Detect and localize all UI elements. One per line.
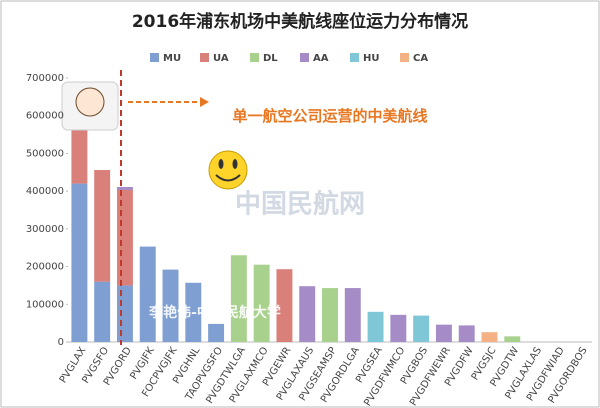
bar [116,285,133,342]
bar [253,264,270,342]
legend-swatch [300,53,309,62]
chart-title: 2016年浦东机场中美航线座位运力分布情况 [132,11,468,32]
legend-swatch [250,53,259,62]
bar [116,190,133,286]
bar [276,269,293,342]
legend-label: HU [363,53,380,64]
bar [208,323,225,342]
bar [116,186,133,191]
legend-label: MU [163,53,181,64]
bar [185,282,202,342]
bar [71,113,88,184]
bar [139,246,156,342]
bar [94,281,111,342]
y-tick-label: 600000 [26,111,64,122]
bar [94,170,111,282]
y-tick-label: 100000 [26,299,64,310]
y-tick-label: 300000 [26,224,64,235]
bar [322,288,338,342]
legend-swatch [150,53,159,62]
smiley [208,150,248,190]
bar [71,183,88,342]
legend-swatch [200,53,209,62]
legend-label: UA [213,53,229,64]
legend-label: DL [263,53,278,64]
y-tick-label: 0 [58,337,64,348]
sticker [61,81,119,131]
legend-label: CA [413,53,428,64]
y-tick-label: 700000 [26,73,64,84]
legend-swatch [400,53,409,62]
bar [413,315,430,342]
bar [162,269,179,342]
legend-swatch [350,53,359,62]
bar [230,255,247,342]
bar [390,314,407,342]
bar [344,288,361,342]
bar [299,286,316,342]
y-tick-label: 200000 [26,262,64,273]
bar [504,336,521,342]
arrow-head [200,97,209,107]
legend-label: AA [313,53,329,64]
bar [435,324,452,342]
bar [481,332,498,342]
watermark: 中国民航网 [235,189,365,220]
y-tick-label: 400000 [26,186,64,197]
y-tick-label: 500000 [26,148,64,159]
bar [367,311,384,342]
bar [458,325,475,342]
watermark: 李艳伟-中国民航大学 [148,304,281,321]
annotation: 单一航空公司运营的中美航线 [232,107,427,125]
